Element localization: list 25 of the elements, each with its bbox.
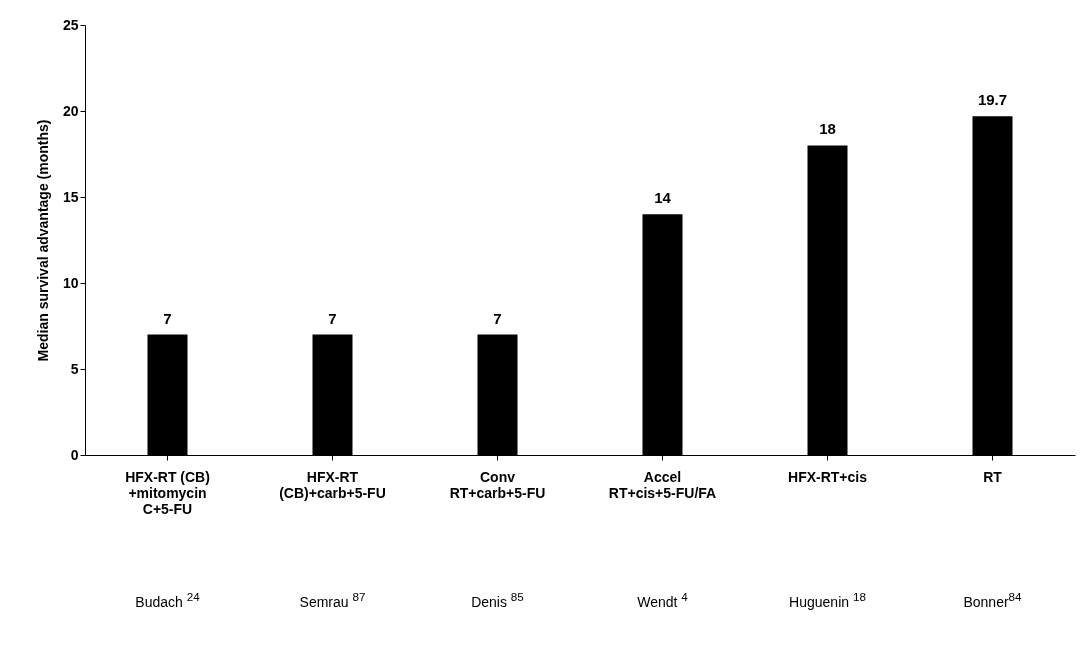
text: Bonner$^{84}$ xyxy=(963,590,1022,610)
data-label: 7 xyxy=(163,309,172,327)
text: Wendt $^{4}$ xyxy=(637,590,688,610)
y-tick-label: 0 xyxy=(70,446,79,463)
text: Huguenin $^{18}$ xyxy=(789,590,866,610)
x-tick-label: Conv RT+carb+5-FU xyxy=(449,468,546,501)
y-tick-label: 5 xyxy=(70,360,79,377)
data-label: 7 xyxy=(493,309,502,327)
data-label: 18 xyxy=(819,120,836,138)
y-tick-label: 25 xyxy=(62,16,79,33)
y-tick-label: 15 xyxy=(62,188,79,205)
y-tick-label: 20 xyxy=(62,102,79,119)
x-tick-label: RT xyxy=(983,468,1003,485)
text: Denis $^{85}$ xyxy=(471,590,524,610)
x-tick-label: HFX-RT (CB)+carb+5-FU xyxy=(279,468,386,501)
x-tick-label: HFX-RT (CB) +mitomycin C+5-FU xyxy=(125,468,210,517)
y-axis-title: Median survival advantage (months) xyxy=(34,119,51,362)
x-tick-label: Accel RT+cis+5-FU/FA xyxy=(608,468,717,501)
data-label: 14 xyxy=(654,189,672,207)
data-label: 7 xyxy=(328,309,337,327)
text: Semrau $^{87}$ xyxy=(299,590,366,610)
text: Budach $^{24}$ xyxy=(135,590,200,610)
data-label: 19.7 xyxy=(977,91,1008,109)
x-tick-label: HFX-RT+cis xyxy=(788,468,868,485)
y-tick-label: 10 xyxy=(62,274,79,291)
